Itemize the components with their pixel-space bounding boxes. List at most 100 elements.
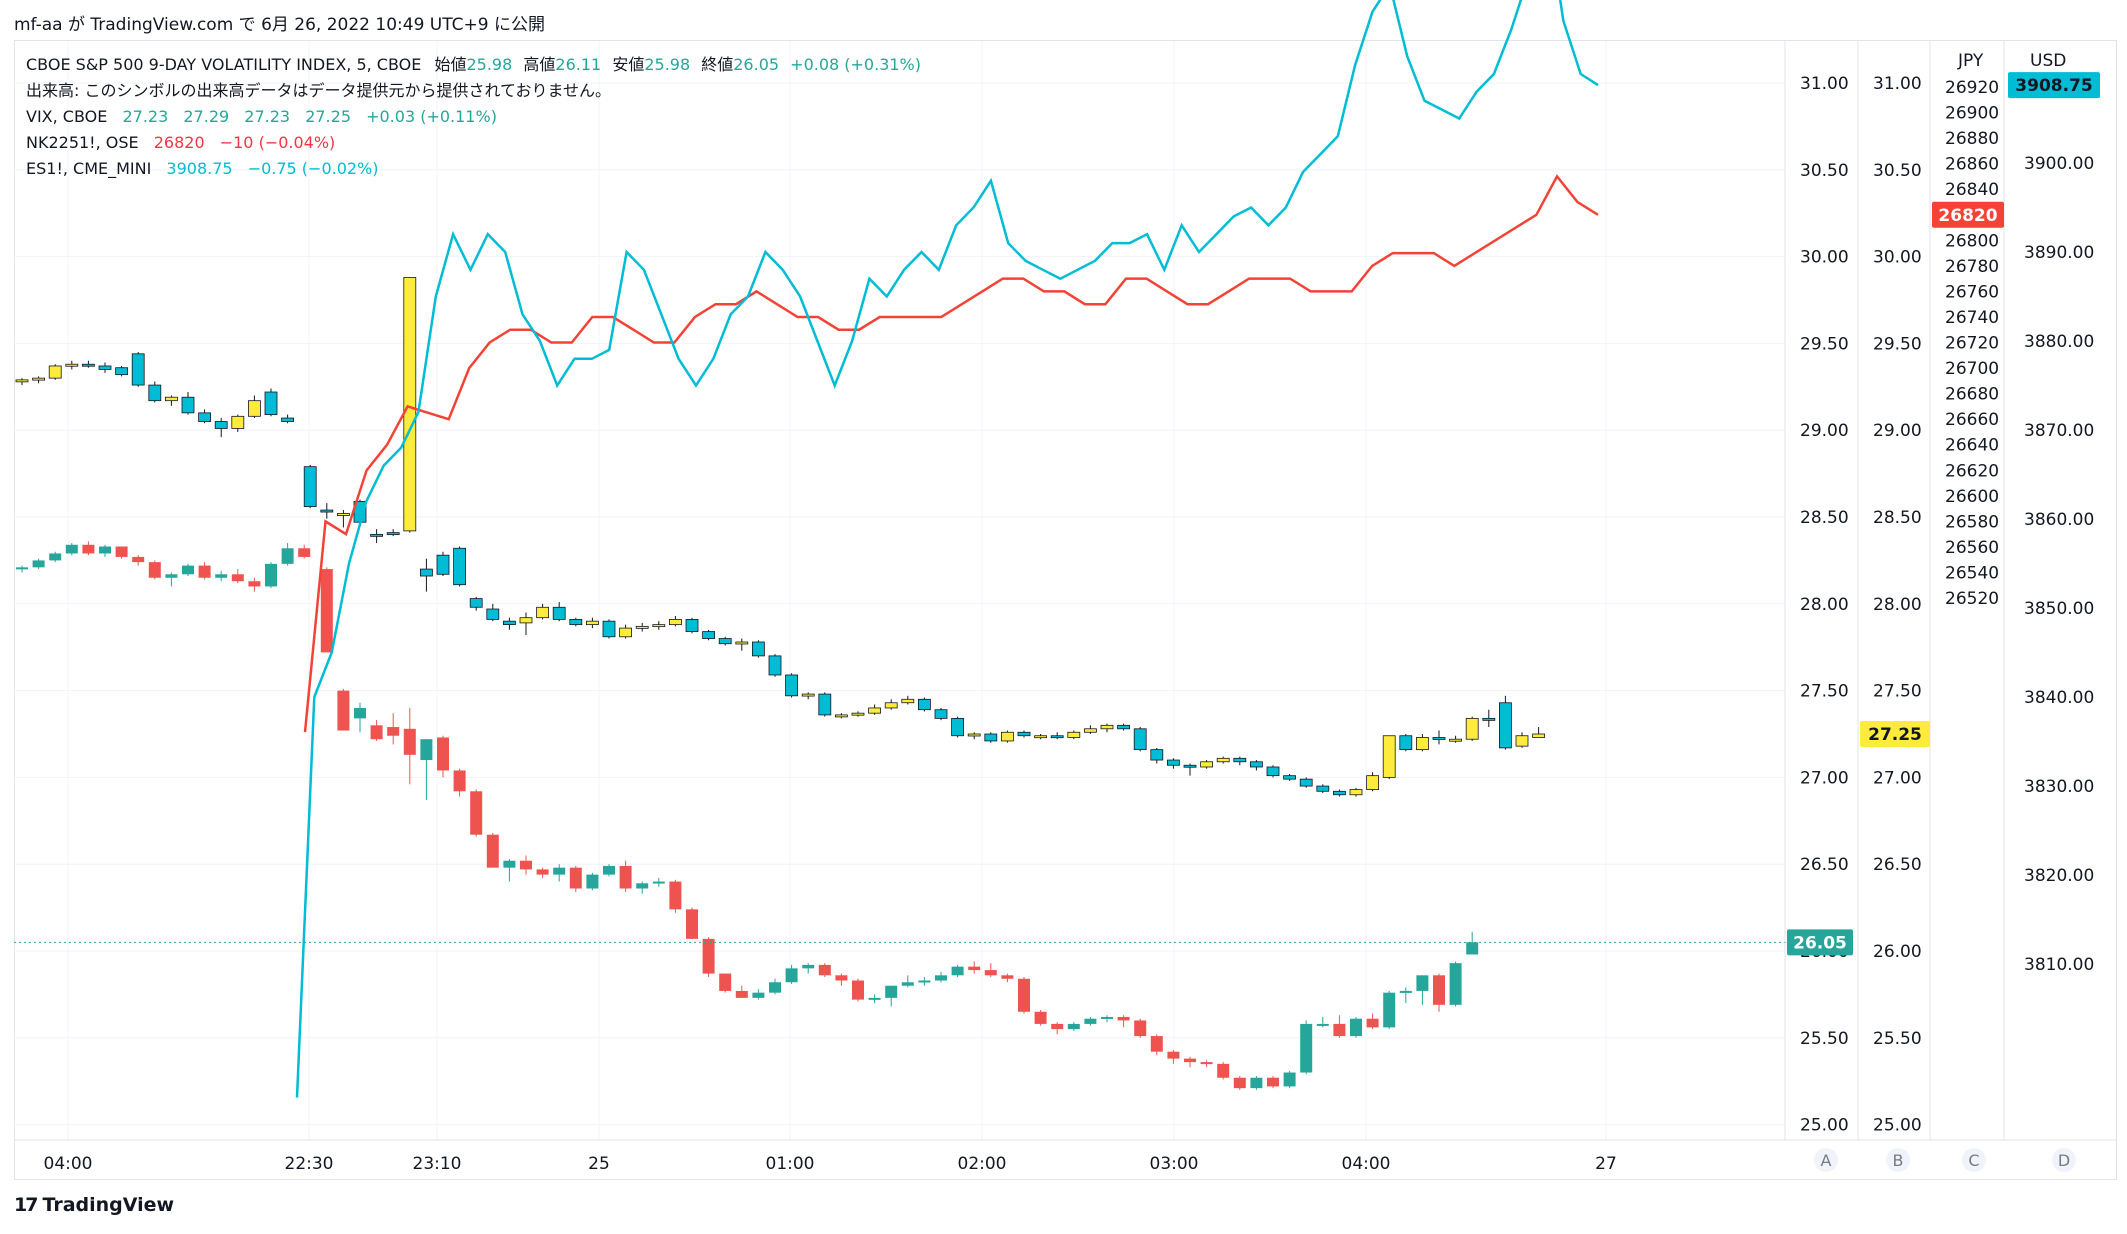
- vix-candle[interactable]: [1133, 728, 1147, 751]
- vix-candle[interactable]: [586, 620, 599, 626]
- volatility-index-candle[interactable]: [885, 985, 898, 998]
- volatility-index-candle[interactable]: [702, 938, 715, 974]
- vix-candle[interactable]: [768, 655, 782, 676]
- vix-candle[interactable]: [198, 412, 212, 422]
- volatility-index-candle[interactable]: [1200, 1062, 1213, 1065]
- volatility-index-candle[interactable]: [1034, 1011, 1047, 1024]
- volatility-index-candle[interactable]: [735, 990, 748, 998]
- axis-d-scale-button[interactable]: [2052, 1148, 2076, 1172]
- vix-candle[interactable]: [1416, 737, 1429, 751]
- vix-candle[interactable]: [436, 554, 450, 575]
- vix-candle[interactable]: [1001, 731, 1014, 742]
- volatility-index-candle[interactable]: [868, 997, 881, 1000]
- vix-candle[interactable]: [718, 638, 732, 645]
- vix-candle[interactable]: [702, 631, 715, 639]
- vix-candle[interactable]: [884, 702, 898, 709]
- vix-candle[interactable]: [486, 608, 500, 620]
- vix-candle[interactable]: [635, 625, 649, 629]
- volatility-index-candle[interactable]: [115, 546, 128, 557]
- vix-candle[interactable]: [370, 533, 384, 537]
- vix-candle[interactable]: [281, 417, 295, 422]
- vix-candle[interactable]: [785, 674, 798, 697]
- volatility-index-candle[interactable]: [835, 975, 848, 981]
- volatility-index-candle[interactable]: [686, 909, 698, 939]
- volatility-index-candle[interactable]: [802, 964, 815, 969]
- volatility-index-candle[interactable]: [198, 565, 211, 578]
- volatility-index-candle[interactable]: [818, 964, 831, 976]
- vix-candle[interactable]: [1100, 724, 1114, 730]
- vix-candle[interactable]: [1333, 790, 1346, 796]
- volatility-index-candle[interactable]: [785, 968, 798, 983]
- volatility-index-candle[interactable]: [1067, 1023, 1080, 1030]
- vix-candle[interactable]: [967, 733, 981, 737]
- volatility-index-candle[interactable]: [769, 982, 781, 993]
- volatility-index-candle[interactable]: [231, 574, 244, 582]
- vix-candle[interactable]: [247, 400, 261, 417]
- vix-candle[interactable]: [1499, 702, 1512, 749]
- volatility-index-candle[interactable]: [486, 834, 499, 868]
- volatility-index-candle[interactable]: [470, 791, 483, 835]
- vix-candle[interactable]: [1167, 759, 1180, 766]
- vix-candle[interactable]: [303, 466, 317, 507]
- vix-candle[interactable]: [1299, 778, 1313, 787]
- vix-candle[interactable]: [1050, 735, 1064, 739]
- volatility-index-candle[interactable]: [1466, 942, 1479, 955]
- axis-b-scale-button[interactable]: [1886, 1148, 1910, 1172]
- volatility-index-candle[interactable]: [984, 970, 997, 976]
- volatility-index-candle[interactable]: [536, 869, 549, 875]
- vix-candle[interactable]: [918, 698, 931, 711]
- volatility-index-candle[interactable]: [1184, 1058, 1196, 1063]
- volatility-index-candle[interactable]: [265, 563, 277, 587]
- volatility-index-candle[interactable]: [918, 980, 931, 983]
- legend-vix-row[interactable]: VIX, CBOE 27.23 27.29 27.23 27.25 +0.03 …: [26, 104, 921, 130]
- volatility-index-candle[interactable]: [99, 546, 111, 554]
- volatility-index-candle[interactable]: [1134, 1020, 1147, 1037]
- volatility-index-candle[interactable]: [148, 562, 161, 578]
- vix-candle[interactable]: [131, 353, 145, 386]
- volatility-index-candle[interactable]: [1018, 978, 1030, 1012]
- volatility-index-candle[interactable]: [636, 883, 649, 889]
- vix-candle[interactable]: [619, 627, 632, 638]
- volatility-index-candle[interactable]: [1117, 1016, 1130, 1021]
- vix-candle[interactable]: [1399, 735, 1413, 751]
- volatility-index-candle[interactable]: [852, 980, 864, 1000]
- volatility-index-candle[interactable]: [49, 553, 62, 561]
- vix-candle[interactable]: [264, 391, 278, 415]
- vix-candle[interactable]: [1200, 761, 1213, 768]
- volatility-index-candle[interactable]: [553, 867, 566, 875]
- volatility-index-candle[interactable]: [1101, 1016, 1113, 1019]
- vix-candle[interactable]: [818, 693, 832, 716]
- vix-candle[interactable]: [519, 617, 533, 624]
- volatility-index-candle[interactable]: [182, 565, 194, 575]
- volatility-index-candle[interactable]: [215, 574, 228, 578]
- vix-candle[interactable]: [1366, 775, 1379, 790]
- volatility-index-candle[interactable]: [603, 865, 615, 875]
- volatility-index-candle[interactable]: [437, 737, 449, 771]
- tradingview-logo[interactable]: 17 TradingView: [14, 1194, 174, 1216]
- vix-candle[interactable]: [115, 367, 128, 376]
- volatility-index-candle[interactable]: [32, 560, 45, 568]
- vix-candle[interactable]: [685, 619, 699, 632]
- vix-candle[interactable]: [231, 415, 245, 429]
- vix-candle[interactable]: [1316, 785, 1330, 792]
- vix-candle[interactable]: [1283, 775, 1296, 780]
- volatility-index-candle[interactable]: [370, 725, 383, 740]
- vix-candle[interactable]: [536, 606, 549, 619]
- vix-candle[interactable]: [1233, 757, 1247, 763]
- volatility-index-candle[interactable]: [1051, 1023, 1064, 1030]
- volatility-index-candle[interactable]: [968, 966, 981, 971]
- vix-candle[interactable]: [835, 714, 848, 718]
- vix-candle[interactable]: [1482, 717, 1496, 721]
- vix-candle[interactable]: [419, 568, 433, 577]
- volatility-index-candle[interactable]: [901, 982, 914, 986]
- vix-candle[interactable]: [1266, 766, 1280, 777]
- volatility-index-candle[interactable]: [354, 707, 366, 719]
- vix-candle[interactable]: [98, 365, 112, 370]
- vix-candle[interactable]: [453, 547, 467, 586]
- vix-candle[interactable]: [951, 717, 964, 737]
- volatility-index-candle[interactable]: [1150, 1036, 1163, 1052]
- volatility-index-candle[interactable]: [1383, 992, 1396, 1028]
- vix-candle[interactable]: [1034, 735, 1047, 739]
- nk2251-line[interactable]: [303, 174, 1599, 733]
- volatility-index-candle[interactable]: [1350, 1018, 1362, 1037]
